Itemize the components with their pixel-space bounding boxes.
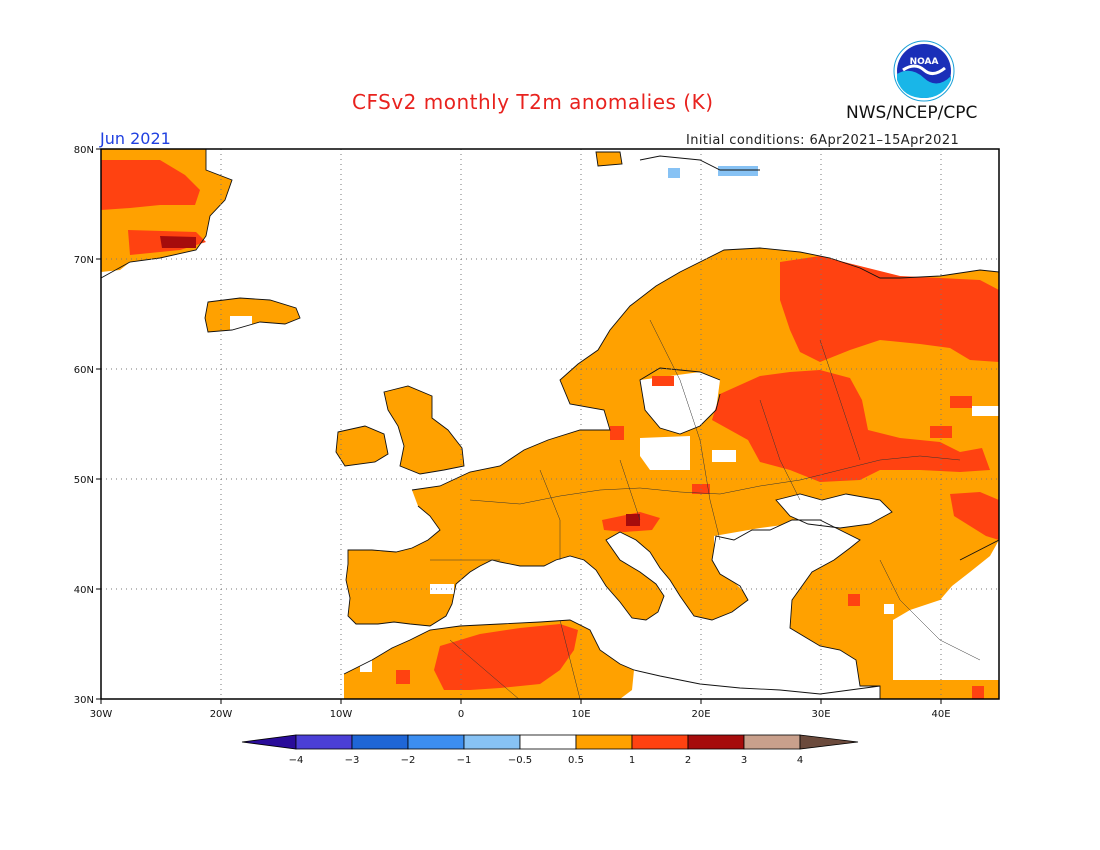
forecast-month: Jun 2021 bbox=[100, 129, 171, 148]
graticule bbox=[101, 149, 999, 699]
balkans-neutral bbox=[714, 524, 840, 620]
lon-label-0: 0 bbox=[458, 709, 464, 720]
svalbard-cool-cell bbox=[668, 168, 680, 178]
lat-label-40n: 40N bbox=[74, 585, 94, 596]
colorbar bbox=[241, 734, 859, 750]
britain-warm bbox=[384, 386, 464, 474]
lat-label-70n: 70N bbox=[74, 255, 94, 266]
morocco-warm-cell bbox=[396, 670, 410, 684]
russia-strong-warm bbox=[780, 256, 999, 362]
iceland-neutral bbox=[230, 316, 252, 330]
colorbar-bin-m4-m3 bbox=[295, 734, 353, 750]
colorbar-bin-1-2 bbox=[631, 734, 689, 750]
colorbar-label-m05: −0.5 bbox=[508, 755, 532, 766]
colorbar-bin-m3-m2 bbox=[351, 734, 409, 750]
colorbar-label-4: 4 bbox=[797, 755, 803, 766]
algeria-strong-warm bbox=[434, 624, 578, 690]
black-sea-neutral bbox=[776, 494, 892, 528]
colorbar-bin-neutral bbox=[519, 734, 577, 750]
europe-warm-region bbox=[346, 248, 999, 699]
axis-ticks bbox=[96, 148, 942, 704]
initial-conditions: Initial conditions: 6Apr2021–15Apr2021 bbox=[686, 133, 960, 148]
colorbar-label-3: 3 bbox=[741, 755, 747, 766]
franz-cool-cell bbox=[718, 166, 758, 176]
morocco-neutral-cell bbox=[360, 660, 372, 672]
colorbar-bin-2-3 bbox=[687, 734, 745, 750]
colorbar-bin-3-4 bbox=[743, 734, 801, 750]
svalbard-warm bbox=[596, 152, 622, 166]
turkey-warm-cell bbox=[848, 594, 860, 606]
alps-hot-cell bbox=[626, 514, 640, 526]
lon-label-10e: 10E bbox=[571, 709, 590, 720]
poland-neutral bbox=[640, 436, 690, 470]
lon-label-30w: 30W bbox=[90, 709, 113, 720]
greenland-hot-core bbox=[160, 236, 196, 248]
lon-label-40e: 40E bbox=[931, 709, 950, 720]
volga-warm-cell bbox=[930, 426, 952, 438]
lat-label-50n: 50N bbox=[74, 475, 94, 486]
lon-label-30e: 30E bbox=[811, 709, 830, 720]
sweden-neutral bbox=[640, 372, 720, 434]
noaa-logo-icon: NOAA bbox=[893, 40, 955, 102]
lon-label-20w: 20W bbox=[210, 709, 233, 720]
lat-label-60n: 60N bbox=[74, 365, 94, 376]
westrussia-strong-warm bbox=[712, 370, 990, 482]
germany-warm-cell bbox=[610, 426, 624, 440]
country-borders bbox=[430, 319, 981, 699]
anomaly-field bbox=[101, 149, 999, 699]
colorbar-label-2: 2 bbox=[685, 755, 691, 766]
colorbar-arrow-right bbox=[799, 734, 859, 750]
colorbar-bin-m1-m05 bbox=[463, 734, 521, 750]
greenland-strong-warm bbox=[101, 160, 200, 210]
noaa-logo-text: NOAA bbox=[910, 57, 939, 67]
ural-warm-cell bbox=[950, 396, 972, 408]
lon-label-10w: 10W bbox=[330, 709, 353, 720]
mideast-warm-cell bbox=[972, 686, 984, 699]
lat-label-80n: 80N bbox=[74, 145, 94, 156]
colorbar-bin-m2-m1 bbox=[407, 734, 465, 750]
colorbar-label-m4: −4 bbox=[289, 755, 304, 766]
map-frame bbox=[100, 148, 1000, 700]
agency-label: NWS/NCEP/CPC bbox=[846, 103, 978, 123]
colorbar-label-1: 1 bbox=[629, 755, 635, 766]
iceland-warm-region bbox=[205, 298, 300, 332]
colorbar-arrow-left bbox=[241, 734, 297, 750]
belarus-neutral bbox=[712, 450, 736, 462]
colorbar-label-m2: −2 bbox=[401, 755, 416, 766]
lat-label-30n: 30N bbox=[74, 695, 94, 706]
colorbar-bin-05-1 bbox=[575, 734, 633, 750]
chart-title: CFSv2 monthly T2m anomalies (K) bbox=[352, 90, 714, 114]
coastlines bbox=[101, 149, 999, 699]
kazakh-strong-warm bbox=[950, 492, 999, 540]
baltic-warm-cell bbox=[652, 376, 674, 386]
colorbar-label-m1: −1 bbox=[457, 755, 472, 766]
ireland-warm bbox=[336, 426, 388, 466]
russia-neutral-east bbox=[972, 406, 999, 416]
turkey-neutral-cell bbox=[884, 604, 894, 614]
colorbar-label-m3: −3 bbox=[345, 755, 360, 766]
colorbar-label-05: 0.5 bbox=[568, 755, 584, 766]
lon-label-20e: 20E bbox=[691, 709, 710, 720]
